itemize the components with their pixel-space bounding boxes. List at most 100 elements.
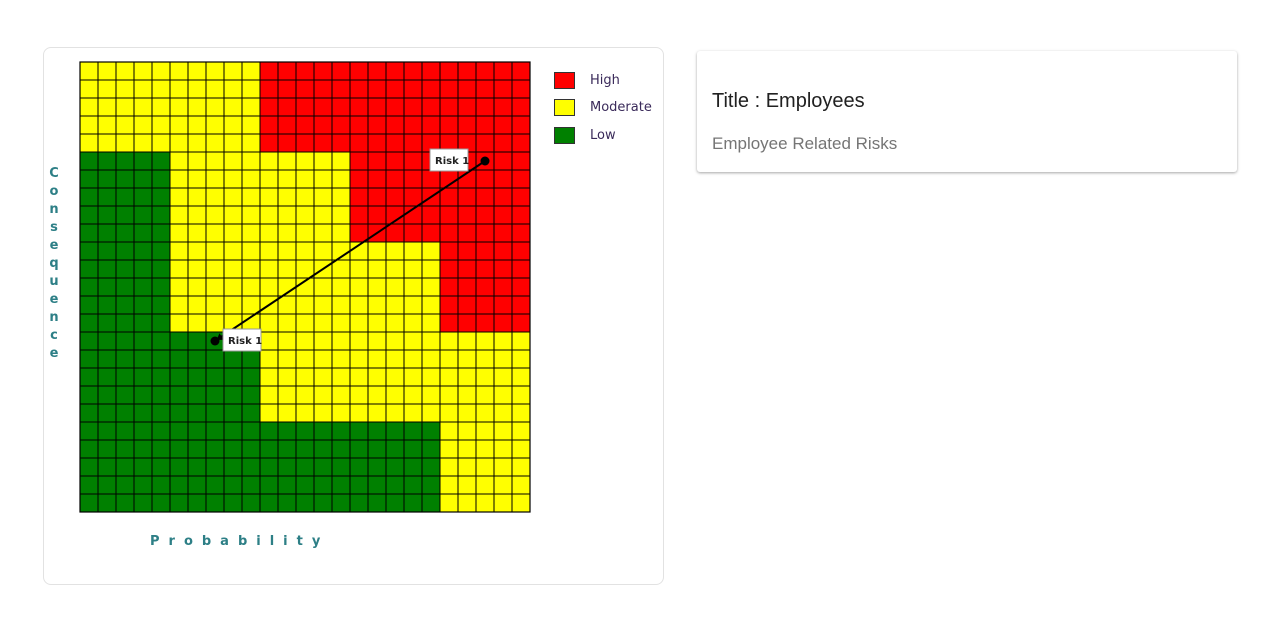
matrix-cell-high bbox=[475, 133, 495, 153]
matrix-cell-low bbox=[79, 349, 99, 369]
matrix-cell-high bbox=[331, 115, 351, 135]
matrix-cell-low bbox=[277, 493, 297, 513]
matrix-cell-high bbox=[403, 97, 423, 117]
matrix-cell-moderate bbox=[223, 133, 243, 153]
matrix-cell-high bbox=[295, 97, 315, 117]
x-axis-label: Probability bbox=[150, 534, 330, 549]
matrix-cell-moderate bbox=[331, 205, 351, 225]
matrix-cell-high bbox=[439, 313, 459, 333]
matrix-cell-moderate bbox=[367, 313, 387, 333]
matrix-cell-moderate bbox=[295, 403, 315, 423]
matrix-cell-low bbox=[133, 241, 153, 261]
matrix-cell-low bbox=[313, 457, 333, 477]
matrix-cell-low bbox=[295, 493, 315, 513]
matrix-cell-moderate bbox=[133, 61, 153, 81]
matrix-cell-moderate bbox=[295, 385, 315, 405]
matrix-cell-moderate bbox=[277, 205, 297, 225]
matrix-cell-moderate bbox=[187, 205, 207, 225]
risk-end-point[interactable] bbox=[480, 156, 490, 166]
matrix-cell-moderate bbox=[241, 151, 261, 171]
matrix-cell-moderate bbox=[493, 457, 513, 477]
matrix-cell-high bbox=[403, 61, 423, 81]
matrix-cell-moderate bbox=[169, 187, 189, 207]
risk-label-start[interactable]: Risk 1 bbox=[222, 328, 262, 352]
matrix-cell-moderate bbox=[277, 385, 297, 405]
matrix-cell-moderate bbox=[421, 385, 441, 405]
matrix-cell-low bbox=[403, 457, 423, 477]
matrix-cell-high bbox=[439, 187, 459, 207]
matrix-cell-moderate bbox=[169, 79, 189, 99]
matrix-cell-moderate bbox=[349, 295, 369, 315]
legend-label-moderate: Moderate bbox=[590, 100, 652, 115]
matrix-cell-moderate bbox=[295, 295, 315, 315]
matrix-cell-moderate bbox=[439, 493, 459, 513]
legend-swatch-high bbox=[554, 71, 575, 89]
matrix-cell-low bbox=[169, 403, 189, 423]
matrix-cell-high bbox=[367, 79, 387, 99]
matrix-cell-high bbox=[277, 115, 297, 135]
matrix-cell-low bbox=[115, 169, 135, 189]
matrix-cell-high bbox=[475, 79, 495, 99]
matrix-cell-moderate bbox=[403, 277, 423, 297]
matrix-cell-low bbox=[79, 367, 99, 387]
matrix-cell-high bbox=[403, 115, 423, 135]
matrix-cell-moderate bbox=[133, 79, 153, 99]
matrix-cell-low bbox=[79, 313, 99, 333]
matrix-cell-high bbox=[403, 151, 423, 171]
matrix-cell-moderate bbox=[97, 61, 117, 81]
matrix-cell-moderate bbox=[349, 331, 369, 351]
matrix-cell-moderate bbox=[259, 205, 279, 225]
matrix-cell-moderate bbox=[205, 133, 225, 153]
matrix-cell-low bbox=[241, 385, 261, 405]
risk-start-point[interactable] bbox=[210, 336, 220, 346]
y-axis-label-letter: n bbox=[49, 310, 59, 325]
matrix-cell-moderate bbox=[205, 61, 225, 81]
matrix-cell-high bbox=[439, 223, 459, 243]
risk-label-end[interactable]: Risk 1 bbox=[429, 148, 469, 172]
matrix-cell-low bbox=[115, 223, 135, 243]
matrix-cell-moderate bbox=[79, 79, 99, 99]
matrix-cell-moderate bbox=[223, 61, 243, 81]
matrix-cell-moderate bbox=[205, 115, 225, 135]
matrix-cell-low bbox=[313, 493, 333, 513]
matrix-cell-low bbox=[79, 439, 99, 459]
matrix-cell-low bbox=[115, 259, 135, 279]
matrix-cell-moderate bbox=[169, 223, 189, 243]
matrix-cell-low bbox=[169, 349, 189, 369]
matrix-cell-moderate bbox=[187, 133, 207, 153]
matrix-cell-moderate bbox=[349, 277, 369, 297]
y-axis-label-letter: o bbox=[49, 184, 59, 199]
matrix-cell-moderate bbox=[385, 367, 405, 387]
matrix-cell-high bbox=[259, 79, 279, 99]
matrix-cell-moderate bbox=[277, 295, 297, 315]
matrix-cell-high bbox=[475, 259, 495, 279]
matrix-cell-moderate bbox=[403, 259, 423, 279]
matrix-cell-moderate bbox=[457, 349, 477, 369]
matrix-cell-low bbox=[151, 223, 171, 243]
matrix-cell-low bbox=[349, 421, 369, 441]
matrix-cell-moderate bbox=[313, 367, 333, 387]
matrix-cell-high bbox=[403, 169, 423, 189]
matrix-cell-moderate bbox=[421, 403, 441, 423]
matrix-cell-moderate bbox=[313, 403, 333, 423]
matrix-cell-high bbox=[385, 169, 405, 189]
matrix-cell-moderate bbox=[187, 97, 207, 117]
matrix-cell-moderate bbox=[187, 115, 207, 135]
matrix-cell-moderate bbox=[205, 79, 225, 99]
matrix-cell-low bbox=[187, 331, 207, 351]
y-axis-label-letter: c bbox=[50, 328, 58, 343]
matrix-cell-high bbox=[493, 241, 513, 261]
matrix-cell-high bbox=[349, 187, 369, 207]
matrix-cell-low bbox=[223, 457, 243, 477]
matrix-cell-moderate bbox=[295, 241, 315, 261]
matrix-cell-low bbox=[133, 187, 153, 207]
matrix-cell-low bbox=[187, 403, 207, 423]
matrix-cell-high bbox=[439, 241, 459, 261]
matrix-cell-low bbox=[97, 205, 117, 225]
y-axis-label-letter: e bbox=[49, 238, 59, 253]
matrix-cell-moderate bbox=[169, 259, 189, 279]
matrix-cell-moderate bbox=[313, 241, 333, 261]
matrix-cell-moderate bbox=[259, 349, 279, 369]
matrix-cell-moderate bbox=[457, 403, 477, 423]
y-axis-label-letter: s bbox=[50, 220, 58, 235]
